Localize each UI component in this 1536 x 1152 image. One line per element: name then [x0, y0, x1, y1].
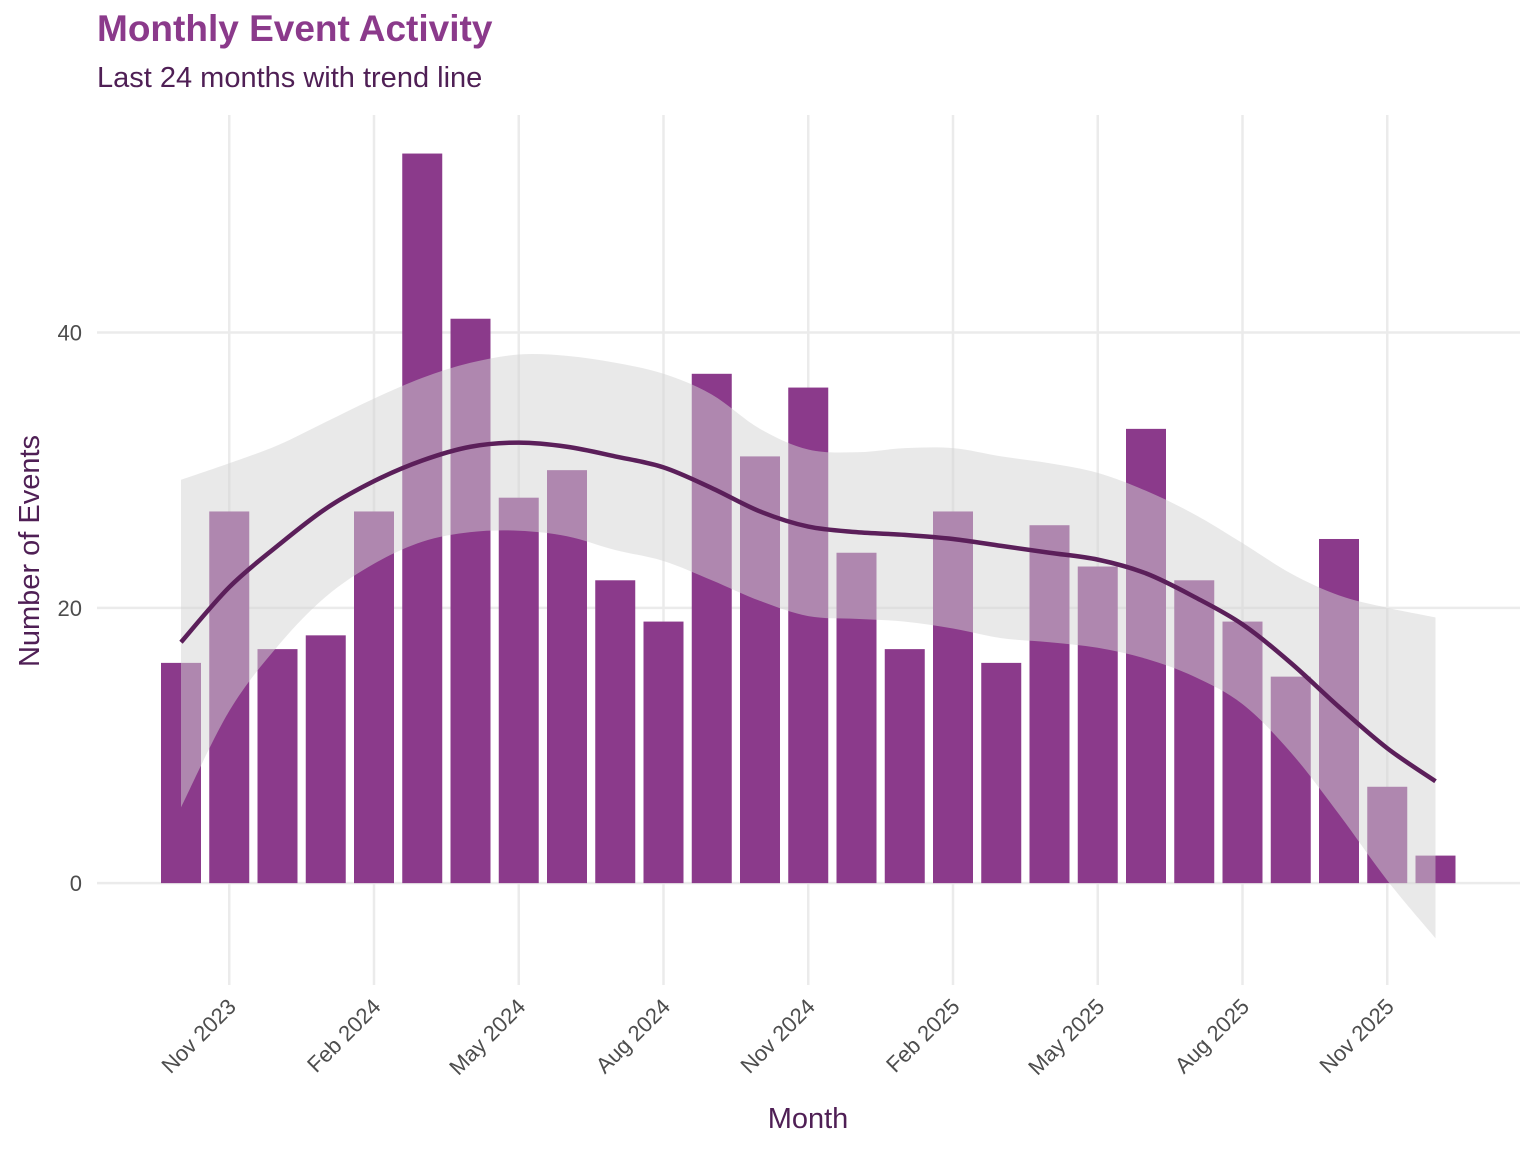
bar [595, 580, 636, 884]
x-axis-title: Month [768, 1103, 849, 1135]
x-tick-label: May 2025 [1023, 994, 1109, 1080]
trend-line [179, 440, 1437, 784]
confidence-band [181, 354, 1436, 939]
x-tick-label: Aug 2024 [591, 994, 675, 1078]
bar [305, 635, 346, 884]
bar [981, 662, 1022, 884]
x-tick-label: Aug 2025 [1170, 994, 1254, 1078]
y-axis-ticks: 0 20 40 [58, 321, 82, 897]
x-tick-label: Feb 2024 [302, 994, 385, 1077]
bar [643, 621, 684, 884]
bar [354, 511, 394, 884]
y-tick-label: 40 [58, 321, 82, 346]
y-axis-title: Number of Events [14, 435, 46, 667]
chart-title: Monthly Event Activity [97, 8, 493, 49]
x-tick-label: Nov 2025 [1315, 994, 1399, 1078]
x-axis-ticks: Nov 2023 Feb 2024 May 2024 Aug 2024 Nov 2024… [157, 994, 1399, 1080]
chart-subtitle: Last 24 months with trend line [97, 62, 483, 94]
x-tick-label: Nov 2023 [157, 994, 241, 1078]
confidence-band-area [181, 354, 1436, 939]
x-tick-label: Nov 2024 [736, 994, 820, 1078]
x-tick-label: Feb 2025 [881, 994, 964, 1077]
bar [257, 649, 298, 884]
bar [498, 497, 539, 884]
x-tick-label: May 2024 [444, 994, 530, 1080]
trend-line-group [179, 440, 1437, 784]
bar [884, 649, 925, 884]
y-tick-label: 20 [58, 596, 82, 621]
y-tick-label: 0 [70, 871, 82, 896]
